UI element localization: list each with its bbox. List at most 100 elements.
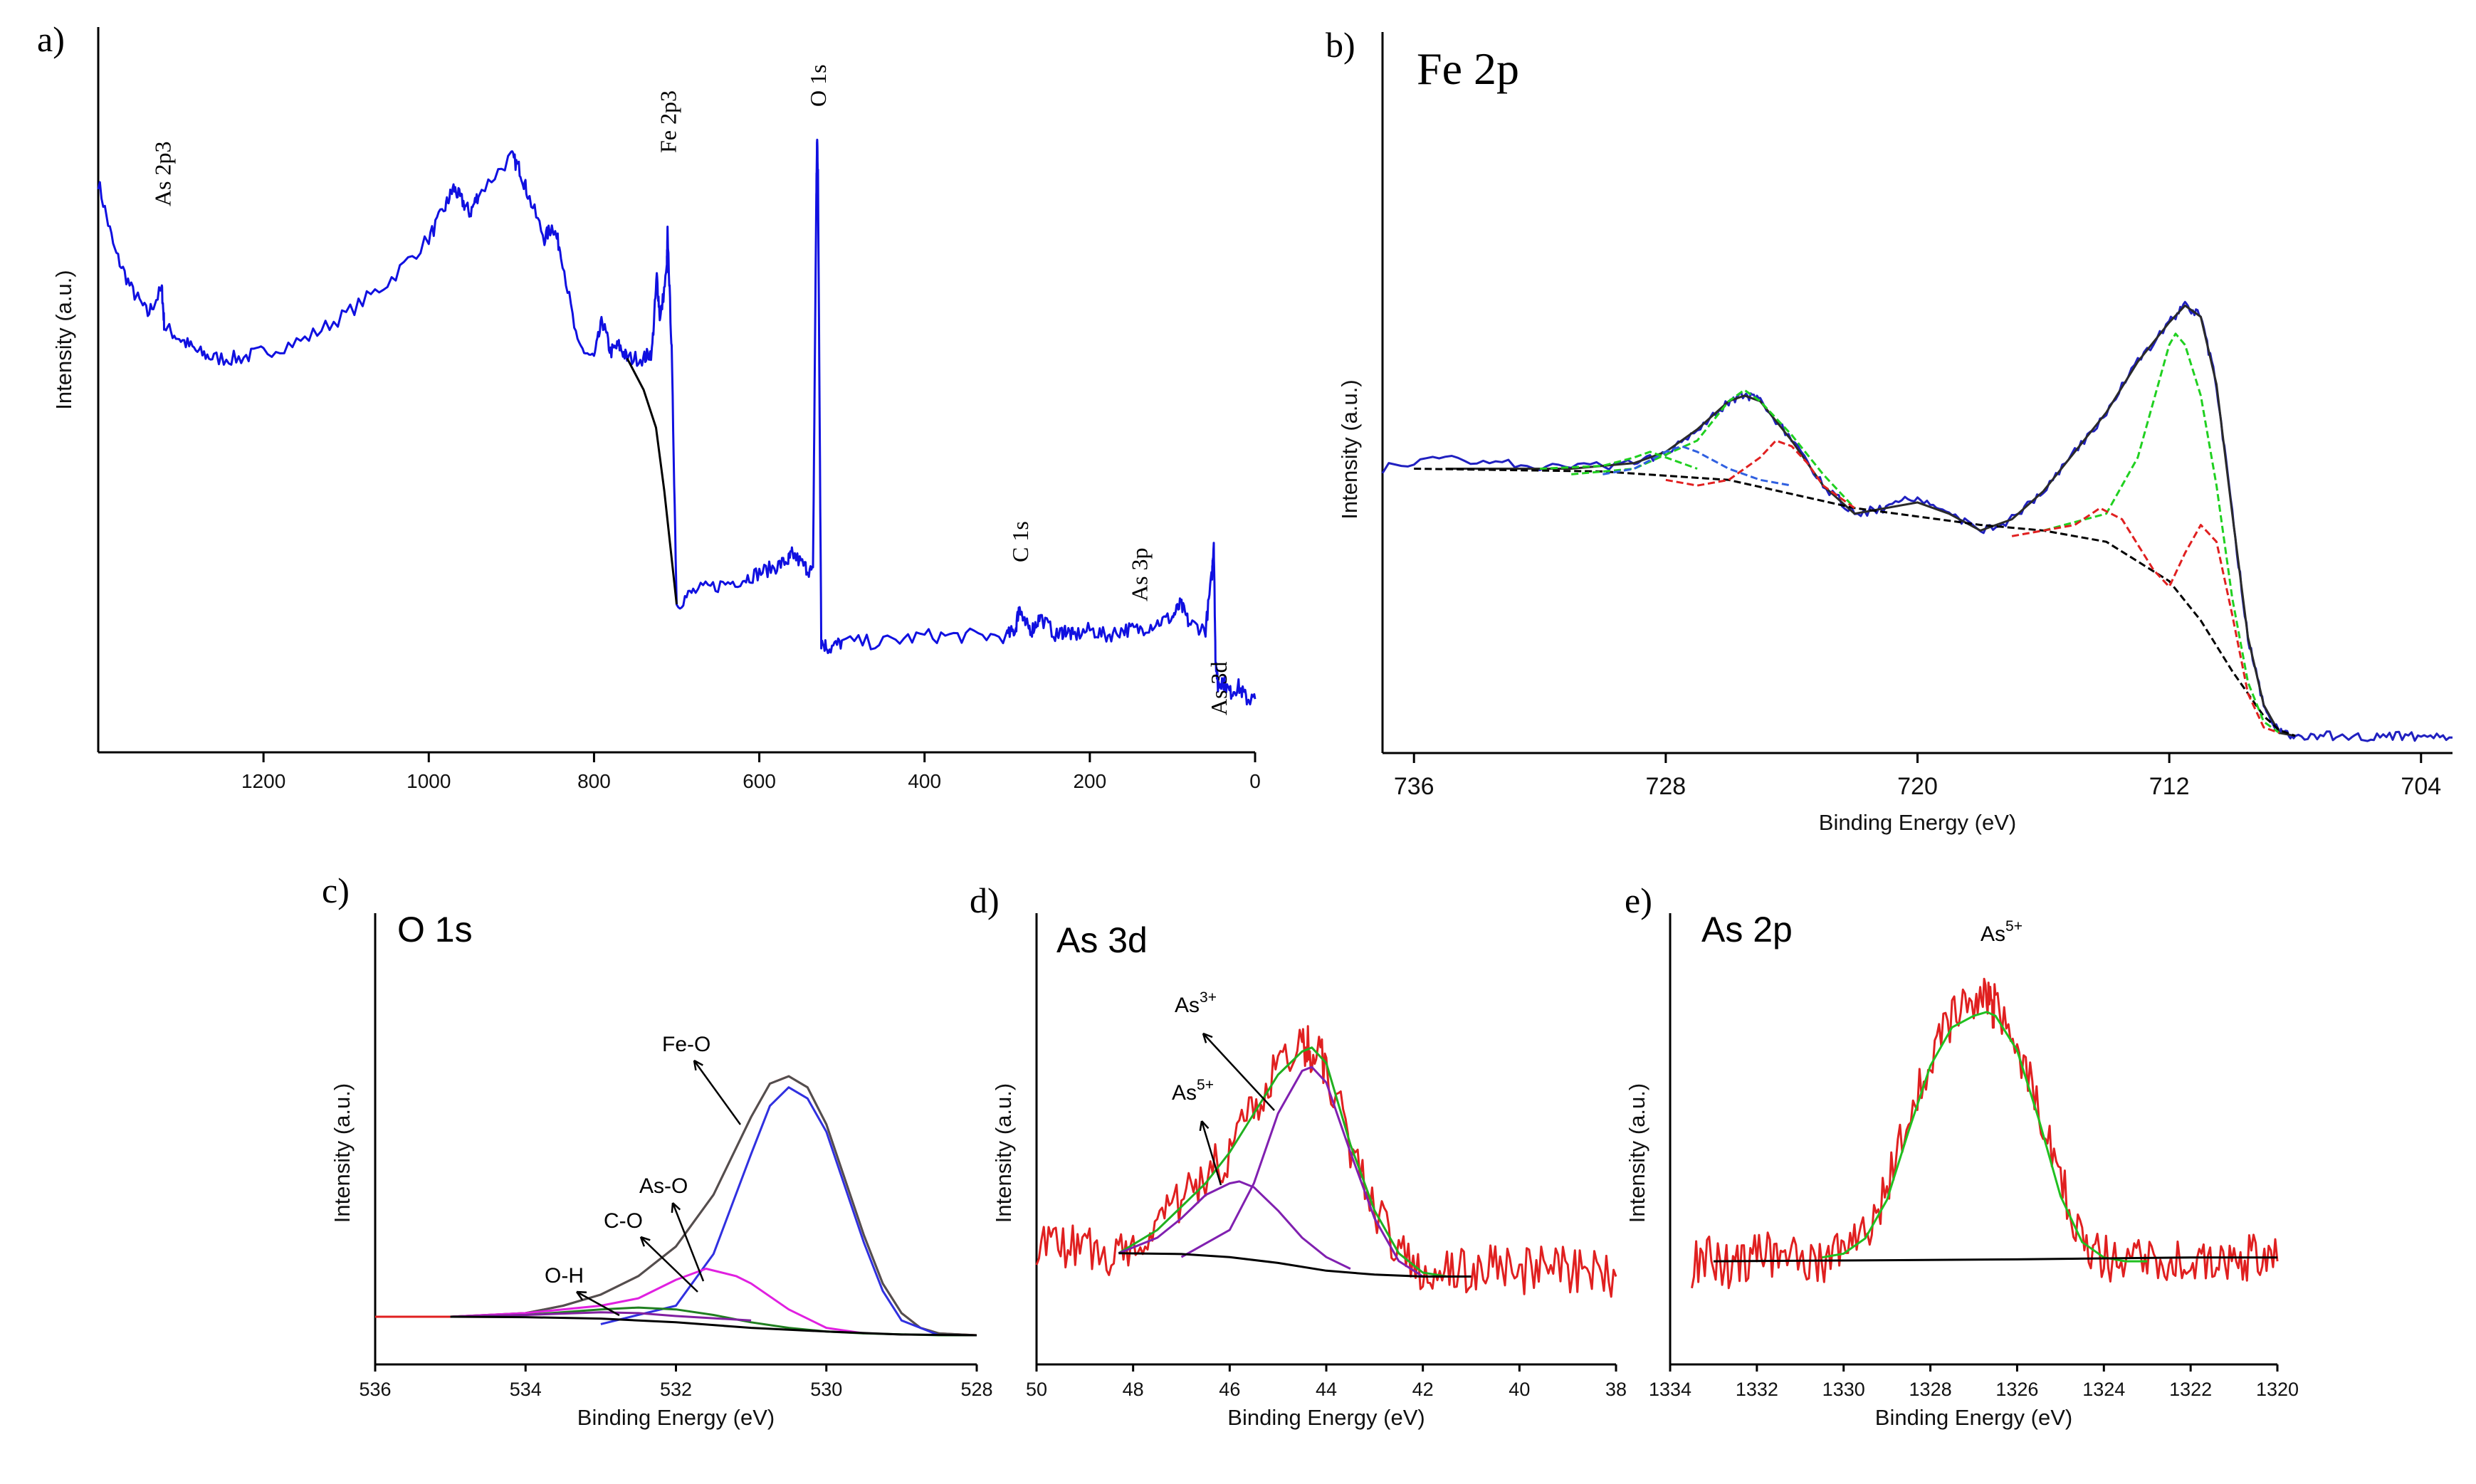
label-as5: As5+ <box>1172 1077 1214 1105</box>
x-tick-label: 400 <box>908 770 941 792</box>
x-tick-label: 1320 <box>2256 1379 2299 1400</box>
x-tick-label: 1332 <box>1736 1379 1778 1400</box>
x-tick-label: 800 <box>577 770 611 792</box>
x-tick-label: 736 <box>1394 773 1434 800</box>
label-as3-base: As <box>1175 994 1200 1017</box>
label-c-o: C-O <box>604 1209 643 1233</box>
x-tick-label: 44 <box>1316 1379 1337 1400</box>
arrow-c-o-head <box>639 1236 651 1247</box>
peak-label: As 3p <box>1126 547 1152 601</box>
annotations-d: As3+As5+ <box>1172 989 1275 1186</box>
series-component-4 <box>1665 439 1855 510</box>
x-axis-label: Binding Energy (eV) <box>1875 1405 2072 1430</box>
label-as5-e-base: As <box>1981 922 2005 946</box>
series-fit <box>1822 1011 2148 1263</box>
x-tick-label: 1200 <box>241 770 285 792</box>
label-as5-sup: 5+ <box>1197 1077 1214 1093</box>
y-axis-label: Intensity (a.u.) <box>991 1083 1016 1223</box>
x-tick-label: 720 <box>1897 773 1938 800</box>
panel-label: c) <box>322 870 350 910</box>
series-background <box>1414 468 2296 737</box>
x-tick-label: 0 <box>1249 770 1261 792</box>
x-tick-label: 1330 <box>1822 1379 1865 1400</box>
arrow-as3-head <box>1202 1032 1213 1043</box>
x-tick-label: 1000 <box>406 770 451 792</box>
x-tick-label: 1324 <box>2082 1379 2125 1400</box>
panel-label: e) <box>1625 880 1652 920</box>
x-tick-label: 42 <box>1412 1379 1434 1400</box>
x-tick-label: 1328 <box>1909 1379 1952 1400</box>
series-O-H <box>450 1311 752 1322</box>
x-tick-label: 1326 <box>1995 1379 2038 1400</box>
label-as-o: As-O <box>639 1174 688 1198</box>
y-axis-label: Intensity (a.u.) <box>1625 1083 1649 1223</box>
panel-title: O 1s <box>397 910 473 949</box>
x-tick-label: 200 <box>1073 770 1106 792</box>
series-component-2 <box>2011 507 2280 735</box>
series-component-5 <box>1602 445 1792 487</box>
series-envelope <box>1118 1046 1472 1278</box>
panel-label: d) <box>970 880 1000 920</box>
arrow-fe-o-head <box>693 1059 703 1071</box>
arrow-as3 <box>1202 1033 1275 1111</box>
x-tick-label: 48 <box>1123 1379 1144 1400</box>
arrow-c-o <box>640 1236 698 1293</box>
series-background <box>1713 1256 2277 1263</box>
panel-a: 1200 1000 800 600 400 200 0 Intensity (a.u.) a) A… <box>37 19 1261 792</box>
series-background <box>450 1315 977 1337</box>
panel-e: 1334 1332 1330 1328 1326 1324 1322 1320 Intensit… <box>1625 880 2299 1430</box>
peak-label: O 1s <box>805 64 831 107</box>
x-tick-label: 50 <box>1026 1379 1047 1400</box>
series-As3+ <box>1180 1065 1424 1278</box>
series-background <box>626 357 678 605</box>
x-tick-label: 600 <box>743 770 776 792</box>
y-axis-label: Intensity (a.u.) <box>51 270 76 409</box>
arrow-o-h <box>576 1290 620 1317</box>
series-component-1 <box>2042 332 2280 735</box>
series-component-3 <box>1571 389 1856 509</box>
x-axis-label: Binding Energy (eV) <box>1819 810 2016 835</box>
x-tick-label: 532 <box>660 1379 692 1400</box>
peak-label: C 1s <box>1007 521 1033 562</box>
series-data <box>1381 300 2453 742</box>
label-as5-e: As5+ <box>1981 918 2023 946</box>
annotations-e: As5+ <box>1981 918 2023 946</box>
series-envelope <box>1445 304 2296 737</box>
series-survey <box>97 138 1257 706</box>
label-as5-base: As <box>1172 1081 1197 1105</box>
y-axis-label: Intensity (a.u.) <box>330 1083 355 1223</box>
label-as3: As3+ <box>1175 989 1217 1017</box>
arrow-as5-head <box>1199 1120 1210 1132</box>
label-as3-sup: 3+ <box>1200 989 1217 1006</box>
arrow-as-o <box>671 1202 705 1282</box>
series-component-6 <box>1539 451 1698 470</box>
series-envelope <box>450 1075 977 1337</box>
label-as5-e-sup: 5+ <box>2005 918 2023 935</box>
panel-c: 536 534 532 530 528 Intensity (a.u.) Binding E… <box>322 870 993 1430</box>
panel-title: Fe 2p <box>1417 43 1519 94</box>
x-tick-label: 728 <box>1645 773 1686 800</box>
series-Fe-O <box>600 1086 940 1337</box>
x-tick-label: 536 <box>359 1379 391 1400</box>
series-As-O <box>450 1268 864 1335</box>
x-tick-label: 528 <box>960 1379 992 1400</box>
annotations-c: Fe-O As-O C-O O-H <box>545 1033 742 1317</box>
x-tick-label: 38 <box>1605 1379 1627 1400</box>
x-tick-label: 534 <box>510 1379 542 1400</box>
x-axis-label: Binding Energy (eV) <box>1227 1405 1425 1430</box>
x-tick-label: 40 <box>1509 1379 1530 1400</box>
x-tick-label: 1322 <box>2169 1379 2212 1400</box>
y-axis-label: Intensity (a.u.) <box>1337 379 1362 519</box>
series-background <box>1118 1252 1472 1278</box>
x-tick-label: 46 <box>1219 1379 1240 1400</box>
panel-b: 736 728 720 712 704 Intensity (a.u.) Binding E… <box>1326 25 2453 835</box>
x-tick-label: 712 <box>2149 773 2190 800</box>
panel-label: a) <box>37 19 65 59</box>
peak-label: As 2p3 <box>149 141 175 206</box>
label-fe-o: Fe-O <box>662 1033 710 1056</box>
series-data <box>1691 977 2279 1290</box>
arrow-fe-o <box>693 1060 742 1125</box>
label-o-h: O-H <box>545 1264 584 1288</box>
peak-label: Fe 2p3 <box>656 90 681 153</box>
